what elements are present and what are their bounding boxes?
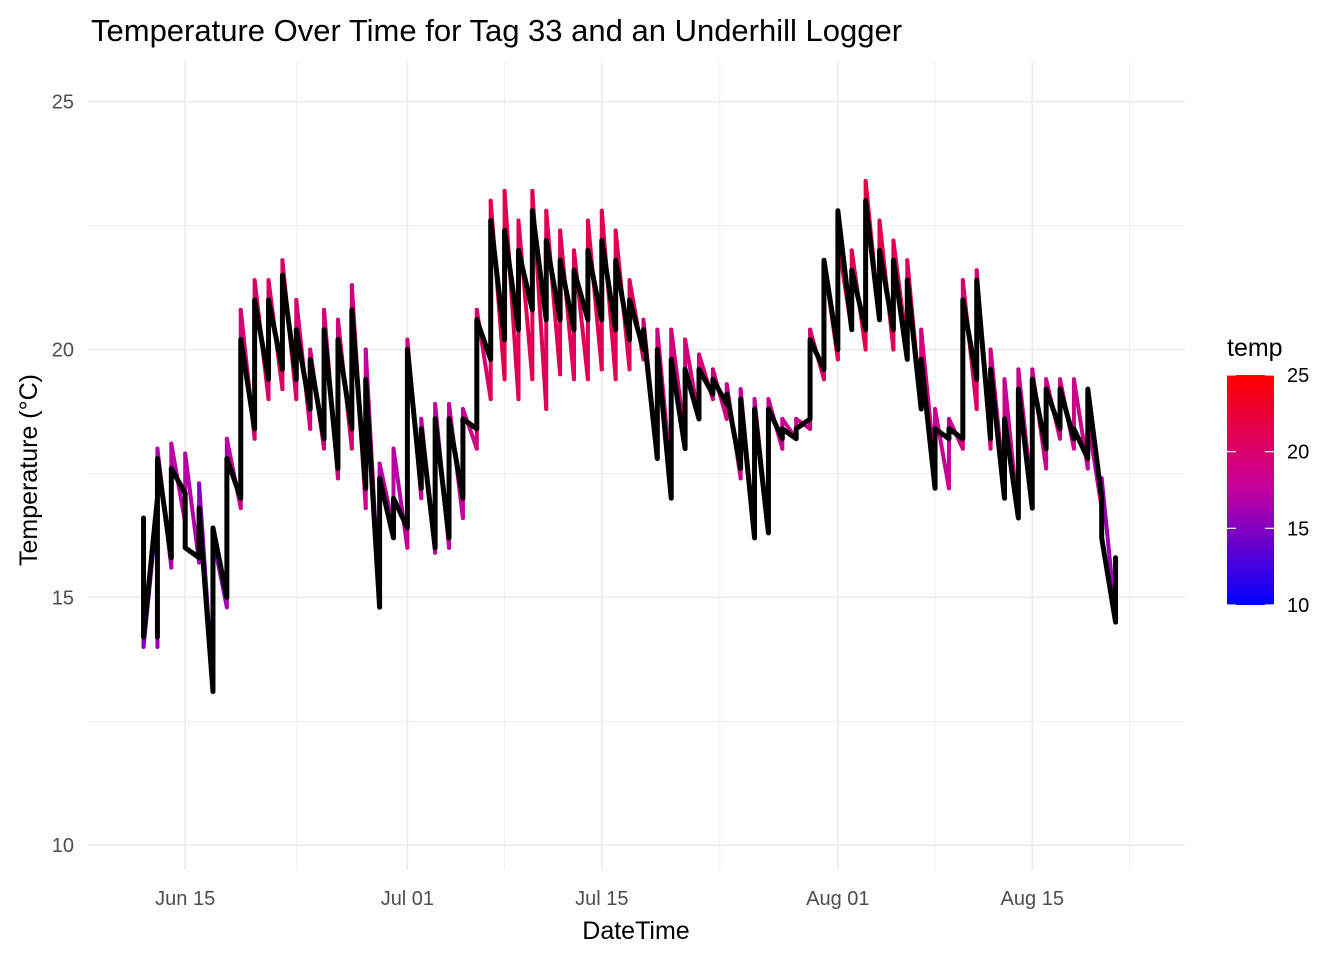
- x-tick-label: Aug 15: [1001, 888, 1064, 910]
- x-tick-label: Jul 01: [381, 888, 434, 910]
- temp-line-segment: [516, 218, 535, 382]
- chart-title: Temperature Over Time for Tag 33 and an …: [91, 13, 902, 48]
- legend-title: temp: [1227, 334, 1283, 362]
- x-tick-labels: Jun 15 Jul 01 Jul 15 Aug 01 Aug 15: [155, 888, 1064, 910]
- y-tick-labels: 10 15 20 25: [52, 92, 74, 858]
- legend-tick-label: 15: [1287, 518, 1309, 540]
- x-tick-label: Jun 15: [155, 888, 215, 910]
- logger-line: [141, 198, 1119, 695]
- temp-line-segment: [391, 446, 410, 550]
- y-tick-label: 15: [52, 587, 74, 609]
- legend-tick-label: 10: [1287, 595, 1309, 617]
- x-tick-label: Jul 15: [575, 888, 628, 910]
- y-tick-label: 20: [52, 340, 74, 362]
- series-layer: [141, 178, 1119, 695]
- legend: temp 10 15 20 25: [1227, 334, 1309, 617]
- y-axis-title: Temperature (°C): [15, 374, 43, 566]
- grid-lines: [88, 62, 1185, 870]
- legend-colorbar: [1227, 375, 1274, 605]
- temp-line-segment: [460, 406, 479, 451]
- x-tick-label: Aug 01: [806, 888, 869, 910]
- temp-line-segment: [933, 406, 951, 491]
- legend-tick-labels: 10 15 20 25: [1227, 365, 1309, 617]
- legend-tick-label: 25: [1287, 365, 1309, 387]
- x-axis-title: DateTime: [582, 917, 689, 945]
- y-tick-label: 10: [52, 835, 74, 857]
- y-tick-label: 25: [52, 92, 74, 114]
- legend-tick-label: 20: [1287, 442, 1309, 464]
